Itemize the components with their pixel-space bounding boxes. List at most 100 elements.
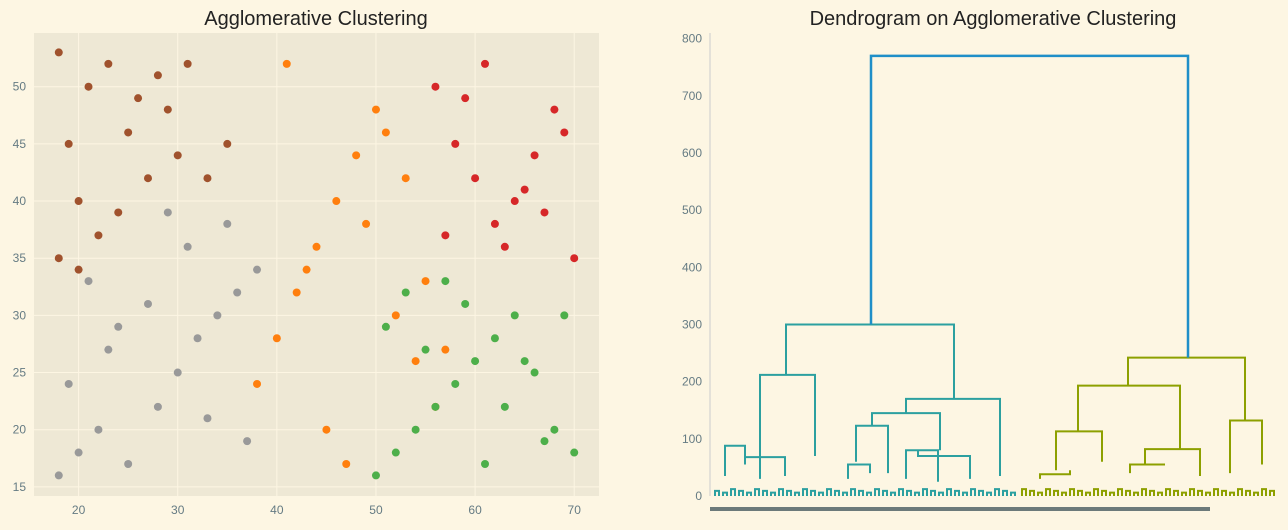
dendrogram-link xyxy=(1109,491,1115,496)
scatter-point xyxy=(94,231,103,240)
dendrogram-link xyxy=(762,489,768,496)
scatter-point xyxy=(54,48,63,57)
dendrogram-link xyxy=(770,491,776,496)
scatter-y-tick: 45 xyxy=(13,137,27,151)
dendrogram-link xyxy=(1029,489,1035,496)
scatter-y-tick: 50 xyxy=(13,80,27,94)
scatter-x-tick: 20 xyxy=(72,503,86,517)
scatter-point xyxy=(540,208,549,217)
dendrogram-title: Dendrogram on Agglomerative Clustering xyxy=(810,8,1177,30)
dendrogram-link xyxy=(1010,491,1016,496)
dendrogram-link xyxy=(1269,489,1275,496)
dendrogram-link xyxy=(785,323,955,399)
scatter-point xyxy=(371,471,380,480)
dendrogram-link xyxy=(1101,489,1107,496)
scatter-point xyxy=(173,368,182,377)
scatter-point xyxy=(203,174,212,183)
dendrogram-link xyxy=(754,488,760,496)
dendrogram-panel: 0 100 200 300 400 500 600 700 800 Dendrogram on … xyxy=(682,8,1275,511)
scatter-x-tick: 30 xyxy=(171,503,185,517)
scatter-plot-area xyxy=(34,33,599,496)
scatter-point xyxy=(253,265,262,274)
scatter-point xyxy=(570,254,579,263)
dendrogram-link xyxy=(1245,489,1251,496)
scatter-point xyxy=(272,334,281,343)
scatter-x-tick: 60 xyxy=(468,503,482,517)
dendrogram-link xyxy=(842,491,848,496)
dendrogram-link xyxy=(986,491,992,496)
scatter-point xyxy=(451,379,460,388)
scatter-point xyxy=(461,94,470,103)
dendrogram-link xyxy=(1055,430,1103,471)
scatter-point xyxy=(342,459,351,468)
scatter-point xyxy=(104,345,113,354)
scatter-y-tick: 15 xyxy=(13,480,27,494)
dendrogram-y-tick: 800 xyxy=(682,32,702,46)
dendrogram-link xyxy=(1205,491,1211,496)
scatter-point xyxy=(74,448,83,457)
scatter-point xyxy=(183,242,192,251)
dendrogram-link xyxy=(714,489,720,496)
scatter-point xyxy=(243,437,252,446)
dendrogram-link xyxy=(1197,489,1203,496)
dendrogram-link xyxy=(1181,491,1187,496)
dendrogram-y-tick: 400 xyxy=(682,260,702,274)
scatter-point xyxy=(530,151,539,160)
dendrogram-link xyxy=(1229,491,1235,496)
dendrogram-link xyxy=(1221,489,1227,496)
dendrogram-link xyxy=(858,489,864,496)
dendrogram-link xyxy=(826,488,832,496)
dendrogram-link xyxy=(1077,489,1083,496)
scatter-y-tick: 35 xyxy=(13,251,27,265)
scatter-point xyxy=(550,105,559,114)
dendrogram-link xyxy=(744,456,786,476)
scatter-point xyxy=(134,94,143,103)
scatter-point xyxy=(143,174,152,183)
dendrogram-link xyxy=(1127,356,1246,421)
dendrogram-link xyxy=(905,397,1001,476)
dendrogram-link xyxy=(855,424,889,474)
scatter-point xyxy=(84,82,93,91)
scatter-point xyxy=(570,448,579,457)
dendrogram-link xyxy=(1261,488,1267,496)
scatter-point xyxy=(223,139,232,148)
dendrogram-y-tick: 200 xyxy=(682,375,702,389)
dendrogram-y-tick: 600 xyxy=(682,146,702,160)
dendrogram-link xyxy=(1141,488,1147,496)
scatter-point xyxy=(401,288,410,297)
dendrogram-link xyxy=(970,488,976,496)
scatter-point xyxy=(74,197,83,206)
scatter-point xyxy=(481,59,490,68)
scatter-points xyxy=(54,48,579,480)
scatter-x-tick: 70 xyxy=(568,503,582,517)
scatter-point xyxy=(124,459,133,468)
dendrogram-link xyxy=(810,489,816,496)
dendrogram-root-link xyxy=(869,54,1190,358)
dendrogram-link xyxy=(1189,488,1195,496)
scatter-point xyxy=(183,59,192,68)
dendrogram-link xyxy=(1037,491,1043,496)
dendrogram-y-tick: 0 xyxy=(695,489,702,503)
scatter-x-tick-labels: 20 30 40 50 60 70 xyxy=(72,503,581,517)
dendrogram-link xyxy=(1045,488,1051,496)
dendrogram-link xyxy=(834,489,840,496)
scatter-point xyxy=(253,379,262,388)
scatter-point xyxy=(500,242,509,251)
scatter-point xyxy=(441,345,450,354)
dendrogram-link xyxy=(922,488,928,496)
dendrogram-link xyxy=(994,488,1000,496)
scatter-point xyxy=(143,299,152,308)
scatter-point xyxy=(193,334,202,343)
scatter-point xyxy=(54,254,63,263)
dendrogram-link xyxy=(1085,491,1091,496)
scatter-grid xyxy=(34,33,599,496)
scatter-y-tick: 40 xyxy=(13,194,27,208)
dendrogram-y-tick-labels: 0 100 200 300 400 500 600 700 800 xyxy=(682,32,702,503)
scatter-point xyxy=(391,311,400,320)
scatter-point xyxy=(421,277,430,286)
scatter-point xyxy=(223,219,232,228)
scatter-point xyxy=(153,402,162,411)
scatter-y-tick: 20 xyxy=(13,423,27,437)
scatter-point xyxy=(451,139,460,148)
